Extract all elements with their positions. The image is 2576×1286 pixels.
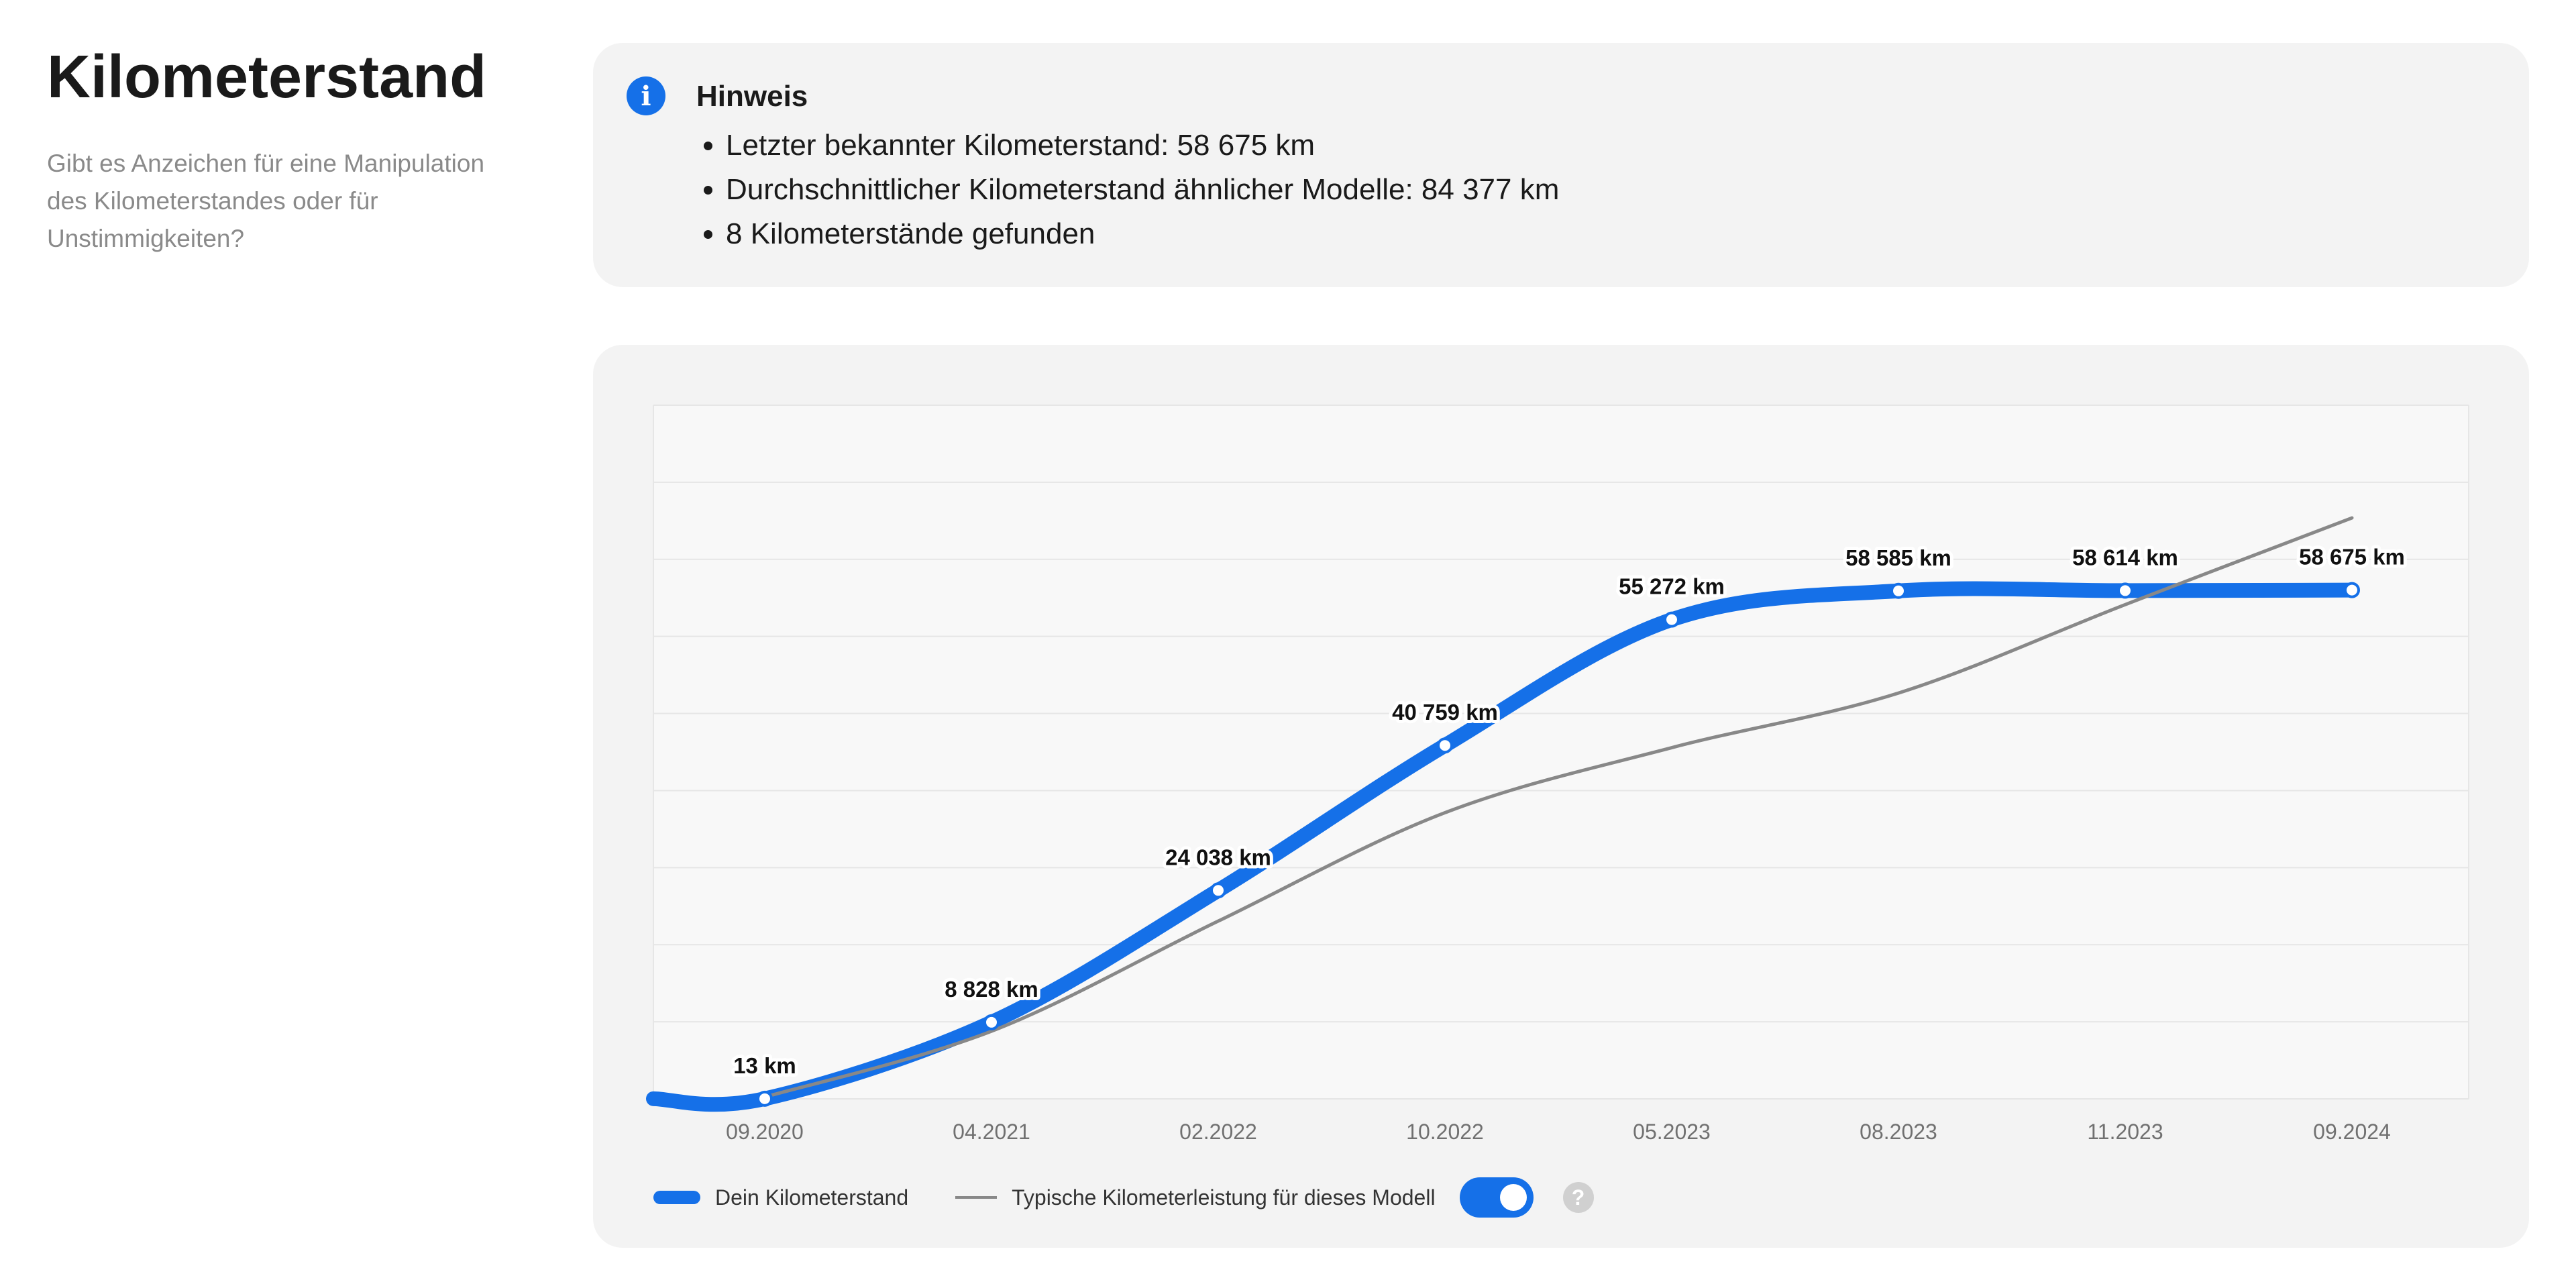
x-tick-label: 09.2024 (2313, 1120, 2391, 1144)
data-point (2117, 582, 2133, 599)
x-tick-label: 11.2023 (2087, 1120, 2163, 1144)
data-point (1437, 737, 1453, 754)
data-label: 55 272 km (1619, 574, 1725, 599)
toggle-knob (1499, 1184, 1527, 1211)
data-label: 58 585 km (1845, 545, 1951, 570)
x-tick-label: 04.2021 (953, 1120, 1030, 1144)
notice-box: i Hinweis Letzter bekannter Kilometersta… (593, 43, 2529, 287)
data-label: 13 km (733, 1053, 796, 1078)
data-point (1210, 882, 1226, 899)
series-line-typical-mileage (763, 516, 2354, 1099)
x-tick-label: 09.2020 (726, 1120, 804, 1144)
legend-label-typical-mileage: Typische Kilometerleistung für dieses Mo… (1012, 1185, 1436, 1210)
data-point (1664, 611, 1680, 628)
legend-swatch-typical-mileage (955, 1196, 998, 1199)
plot-area (653, 405, 2469, 1099)
page-subtitle: Gibt es Anzeichen für eine Manipulation … (47, 149, 485, 252)
help-icon[interactable]: ? (1562, 1182, 1594, 1213)
left-panel: Kilometerstand Gibt es Anzeichen für ein… (47, 43, 517, 258)
data-point (983, 1014, 1000, 1030)
page-title: Kilometerstand (47, 44, 487, 111)
notice-item-count: 8 Kilometerstände gefunden (726, 212, 1559, 256)
chart-card: 13 km 8 828 km 24 038 km 40 759 km 55 272 km… (593, 345, 2529, 1248)
data-point (1890, 582, 1907, 599)
notice-item-average-mileage: Durchschnittlicher Kilometerstand ähnlic… (726, 168, 1559, 212)
notice-item-last-mileage: Letzter bekannter Kilometerstand: 58 675… (726, 123, 1559, 168)
data-label: 24 038 km (1165, 845, 1271, 869)
notice-title: Hinweis (696, 80, 808, 113)
data-label: 58 614 km (2072, 545, 2178, 570)
data-point (757, 1090, 773, 1107)
data-label: 40 759 km (1392, 700, 1498, 725)
x-tick-label: 08.2023 (1860, 1120, 1937, 1144)
legend-label-own-mileage: Dein Kilometerstand (715, 1185, 909, 1210)
info-icon: i (627, 76, 665, 115)
mileage-chart: 13 km 8 828 km 24 038 km 40 759 km 55 272 km… (646, 405, 2469, 1144)
notice-list: Letzter bekannter Kilometerstand: 58 675… (696, 123, 1559, 256)
legend-swatch-own-mileage (653, 1191, 700, 1204)
typical-mileage-toggle[interactable] (1459, 1177, 1534, 1218)
data-label: 58 675 km (2299, 545, 2405, 570)
x-tick-label: 05.2023 (1633, 1120, 1711, 1144)
data-label: 8 828 km (945, 977, 1038, 1002)
chart-legend: Dein Kilometerstand Typische Kilometerle… (653, 1174, 1594, 1221)
x-tick-label: 02.2022 (1179, 1120, 1257, 1144)
data-point (2344, 582, 2360, 598)
x-tick-label: 10.2022 (1406, 1120, 1484, 1144)
